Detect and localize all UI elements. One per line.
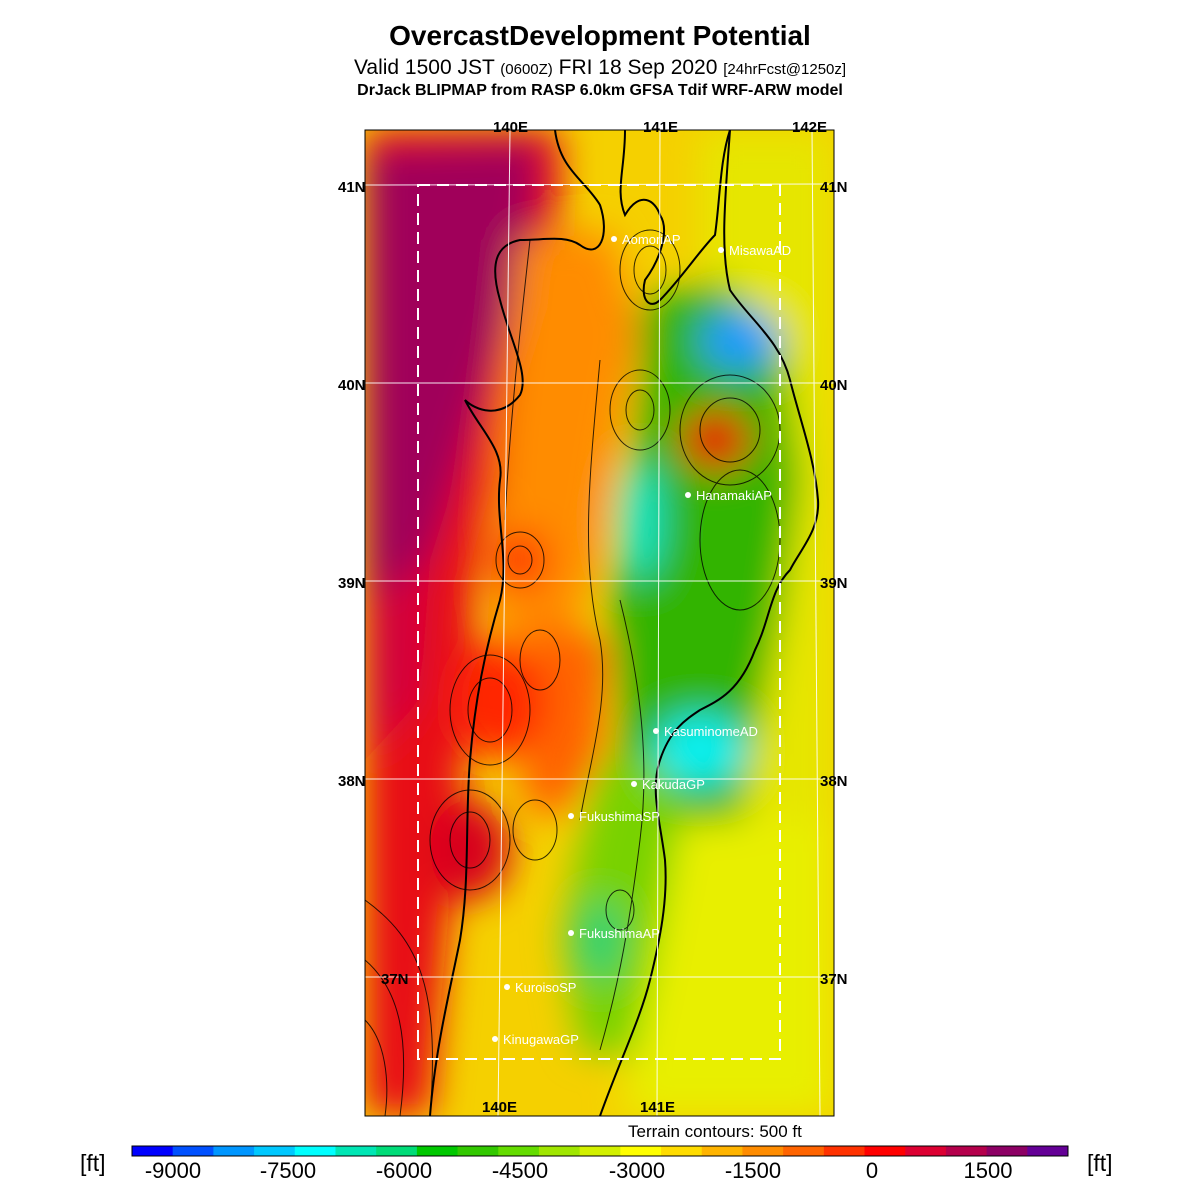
lat-label-right-41: 41N xyxy=(820,179,848,196)
lat-label-right-40: 40N xyxy=(820,377,848,394)
inner-domain-box xyxy=(417,184,781,1060)
colorbar-unit-right: [ft] xyxy=(1087,1150,1113,1176)
site-kasuminomead[interactable]: KasuminomeAD xyxy=(653,724,758,739)
lon-label-top-140: 140E xyxy=(493,119,528,136)
lat-label-left-39: 39N xyxy=(338,575,366,592)
site-label: KinugawaGP xyxy=(503,1032,579,1047)
utc-time: (0600Z) xyxy=(500,61,553,78)
colorbar-unit-left: [ft] xyxy=(80,1150,106,1176)
lat-label-left-37: 37N xyxy=(381,971,409,988)
valid-time: Valid 1500 JST xyxy=(353,56,495,79)
lon-label-top-141: 141E xyxy=(643,119,678,136)
coastline xyxy=(429,130,820,1116)
site-misawaad[interactable]: MisawaAD xyxy=(718,243,791,258)
site-label: AomoriAP xyxy=(622,232,681,247)
site-label: MisawaAD xyxy=(729,243,791,258)
model-description: DrJack BLIPMAP from RASP 6.0km GFSA Tdif… xyxy=(357,82,843,99)
site-kakudagp[interactable]: KakudaGP xyxy=(631,777,705,792)
site-kinugawagp[interactable]: KinugawaGP xyxy=(492,1032,579,1047)
lat-label-right-39: 39N xyxy=(820,575,848,592)
site-label: KuroisoSP xyxy=(515,980,576,995)
site-label: KakudaGP xyxy=(642,777,705,792)
site-markers: AomoriAP MisawaAD HanamakiAP KasuminomeA… xyxy=(492,232,791,1047)
site-label: FukushimaSP xyxy=(579,809,660,824)
lon-label-top-142: 142E xyxy=(792,119,827,136)
site-aomoriap[interactable]: AomoriAP xyxy=(611,232,681,247)
terrain-contours xyxy=(365,229,781,1116)
lat-label-left-41: 41N xyxy=(338,179,366,196)
lon-label-bottom-140: 140E xyxy=(482,1099,517,1116)
map-title: OvercastDevelopment Potential xyxy=(389,20,811,51)
lat-label-left-38: 38N xyxy=(338,773,366,790)
terrain-contour-note: Terrain contours: 500 ft xyxy=(628,1122,802,1141)
site-fukushimaap[interactable]: FukushimaAP xyxy=(568,926,660,941)
valid-date: FRI 18 Sep 2020 xyxy=(558,56,718,79)
map-subtitle: Valid 1500 JST (0600Z) FRI 18 Sep 2020 [… xyxy=(0,56,1200,80)
overcast-field xyxy=(365,130,834,1116)
site-label: HanamakiAP xyxy=(696,488,772,503)
site-fukushimasp[interactable]: FukushimaSP xyxy=(568,809,660,824)
lat-label-right-38: 38N xyxy=(820,773,848,790)
map-frame xyxy=(364,129,835,1117)
site-label: KasuminomeAD xyxy=(664,724,758,739)
lat-label-right-37: 37N xyxy=(820,971,848,988)
site-kuroisosp[interactable]: KuroisoSP xyxy=(504,980,576,995)
lat-label-left-40: 40N xyxy=(338,377,366,394)
forecast-info: [24hrFcst@1250z] xyxy=(723,61,847,78)
site-hanamakiap[interactable]: HanamakiAP xyxy=(685,488,772,503)
site-label: FukushimaAP xyxy=(579,926,660,941)
lon-label-bottom-141: 141E xyxy=(640,1099,675,1116)
